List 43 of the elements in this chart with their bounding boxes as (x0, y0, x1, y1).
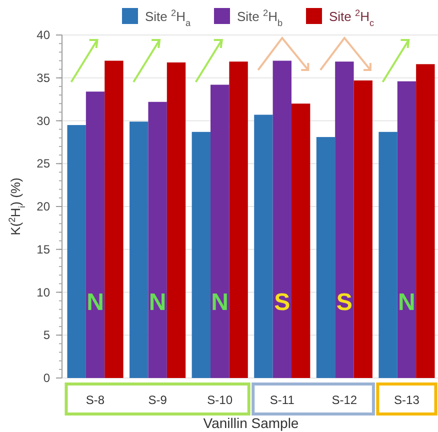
x-tick-label: S-10 (207, 393, 233, 407)
bar (291, 104, 310, 378)
x-tick-label: S-9 (148, 393, 168, 407)
legend-label: Site $^{2}$H$_{b}$ (237, 8, 283, 28)
y-tick-label: 20 (36, 200, 50, 214)
bar (397, 81, 416, 378)
bar (354, 80, 372, 378)
annotation: N (398, 289, 416, 316)
annotation: N (211, 289, 229, 316)
bar (104, 60, 124, 378)
bar (86, 92, 105, 378)
x-tick-label: S-12 (332, 393, 358, 407)
y-tick-label: 25 (36, 156, 50, 171)
y-tick-label: 30 (36, 114, 50, 128)
y-tick-label: 35 (36, 70, 50, 85)
annotation: S (336, 289, 352, 316)
x-tick-label: S-11 (270, 393, 295, 407)
y-tick-label: 15 (36, 242, 50, 256)
legend-label: Site $^{2}$H$_{c}$ (329, 8, 374, 28)
y-tick-label: 10 (36, 285, 50, 300)
legend-label: Site $^{2}$H$_{a}$ (145, 8, 192, 28)
bar (416, 64, 435, 378)
bar (272, 60, 292, 378)
x-tick-label: S-13 (394, 393, 420, 407)
x-tick-label: S-8 (86, 393, 105, 407)
bar (130, 122, 148, 378)
bar (229, 62, 248, 378)
y-tick-label: 0 (43, 371, 50, 385)
bar (254, 114, 273, 378)
annotation: N (86, 289, 104, 316)
x-axis-title: Vanillin Sample (203, 415, 299, 431)
bar (378, 132, 398, 378)
bar (192, 132, 211, 378)
annotation: S (274, 289, 290, 316)
bar (316, 137, 336, 378)
bar (335, 62, 354, 378)
bar (166, 62, 186, 378)
bar (148, 102, 167, 378)
y-tick-label: 40 (36, 28, 50, 42)
y-tick-label: 5 (43, 328, 50, 342)
bar (67, 125, 86, 378)
annotation: N (148, 289, 166, 316)
bar (210, 84, 230, 378)
